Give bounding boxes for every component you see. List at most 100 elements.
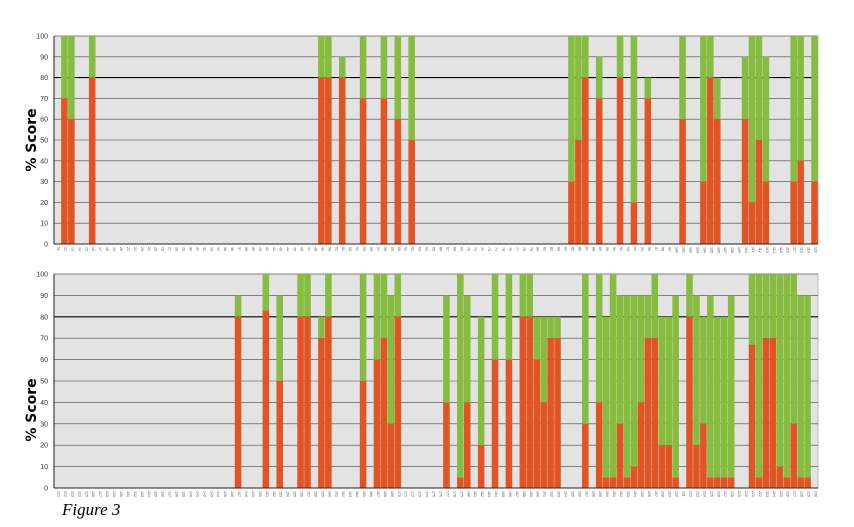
bottom-x-tick-label: 188 bbox=[522, 491, 526, 497]
bottom-bar-remainder bbox=[491, 274, 499, 360]
bottom-bar-remainder bbox=[394, 274, 402, 317]
top-x-tick-label: 49 bbox=[320, 247, 324, 251]
top-x-tick-label: 81 bbox=[543, 247, 547, 251]
bottom-x-tick-label: 154 bbox=[286, 491, 290, 497]
bottom-bar-remainder bbox=[790, 274, 797, 424]
top-y-tick-label: 100 bbox=[36, 34, 48, 41]
bottom-bar-remainder bbox=[804, 295, 811, 478]
top-x-tick-label: 51 bbox=[334, 247, 338, 251]
bottom-x-tick-label: 140 bbox=[188, 491, 192, 497]
bottom-bar-score bbox=[623, 477, 631, 488]
top-bar-remainder bbox=[325, 36, 332, 78]
top-y-tick-label: 70 bbox=[40, 96, 48, 103]
bottom-x-tick-label: 133 bbox=[140, 491, 144, 497]
top-x-tick-label: 33 bbox=[209, 247, 213, 251]
bottom-x-tick-label: 183 bbox=[487, 491, 491, 497]
top-x-tick-label: 53 bbox=[348, 247, 352, 251]
bottom-bar-remainder bbox=[547, 316, 554, 339]
top-x-tick-label: 72 bbox=[480, 247, 484, 251]
top-x-tick-label: 65 bbox=[432, 247, 436, 251]
top-x-tick-label: 114 bbox=[772, 247, 776, 253]
top-x-tick-label: 38 bbox=[244, 247, 248, 251]
top-bar-score bbox=[325, 77, 332, 244]
top-bar-score bbox=[68, 119, 75, 244]
top-x-tick-label: 63 bbox=[418, 247, 422, 251]
bottom-x-tick-label: 206 bbox=[647, 491, 651, 497]
top-x-tick-label: 69 bbox=[459, 247, 463, 251]
bottom-x-tick-label: 160 bbox=[327, 491, 331, 497]
bottom-bar-score bbox=[727, 477, 735, 488]
top-y-tick-label: 90 bbox=[40, 54, 48, 61]
top-x-tick-label: 52 bbox=[341, 247, 345, 251]
bottom-bar-remainder bbox=[477, 316, 485, 446]
top-x-tick-label: 76 bbox=[508, 247, 512, 251]
bottom-x-tick-label: 174 bbox=[425, 491, 429, 497]
bottom-bar-remainder bbox=[651, 274, 659, 339]
bottom-bar-score bbox=[714, 477, 721, 488]
bottom-bar-score bbox=[387, 423, 395, 488]
top-x-tick-label: 97 bbox=[654, 247, 658, 251]
top-bar-remainder bbox=[616, 36, 624, 78]
top-bar-remainder bbox=[318, 36, 325, 78]
top-x-tick-label: 44 bbox=[286, 247, 290, 251]
top-x-tick-label: 18 bbox=[105, 247, 109, 251]
bottom-y-tick-label: 40 bbox=[40, 400, 48, 407]
bottom-x-tick-label: 141 bbox=[195, 491, 199, 497]
top-x-tick-label: 86 bbox=[577, 247, 581, 251]
top-bar-remainder bbox=[811, 36, 818, 182]
top-bar-score bbox=[755, 140, 763, 244]
figure-caption: Figure 3 bbox=[62, 500, 121, 519]
bottom-x-tick-label: 177 bbox=[445, 491, 449, 497]
top-x-tick-label: 48 bbox=[313, 247, 317, 251]
top-x-tick-label: 111 bbox=[751, 247, 755, 252]
bottom-bar-score bbox=[297, 316, 304, 488]
top-bar-remainder bbox=[408, 36, 415, 140]
bottom-x-tick-label: 139 bbox=[181, 491, 185, 497]
bottom-bar-score bbox=[463, 402, 471, 488]
bottom-x-tick-label: 189 bbox=[529, 491, 533, 497]
bottom-x-tick-label: 205 bbox=[640, 491, 644, 497]
bottom-y-tick-label: 90 bbox=[40, 293, 48, 300]
bottom-x-tick-label: 170 bbox=[397, 491, 401, 497]
bottom-bar-score bbox=[477, 445, 485, 488]
bottom-x-tick-label: 134 bbox=[147, 491, 151, 497]
top-bar-score bbox=[797, 160, 804, 244]
bottom-x-tick-label: 158 bbox=[313, 491, 317, 497]
top-bar-score bbox=[568, 181, 575, 244]
bottom-x-tick-label: 211 bbox=[682, 491, 686, 497]
top-bar-score bbox=[790, 181, 797, 244]
bottom-x-tick-label: 220 bbox=[744, 491, 748, 497]
bottom-x-tick-label: 146 bbox=[230, 491, 234, 497]
bottom-bar-remainder bbox=[776, 274, 784, 467]
bottom-bar-remainder bbox=[616, 295, 624, 424]
top-x-tick-label: 95 bbox=[640, 247, 644, 251]
bottom-bar-remainder bbox=[533, 316, 540, 360]
bottom-x-tick-label: 148 bbox=[244, 491, 248, 497]
top-y-tick-label: 50 bbox=[40, 138, 48, 145]
top-bar-score bbox=[644, 98, 652, 245]
bottom-bar-remainder bbox=[526, 274, 534, 317]
bottom-x-tick-label: 164 bbox=[355, 491, 359, 497]
bottom-y-tick-label: 10 bbox=[40, 464, 48, 471]
top-bar-remainder bbox=[575, 36, 582, 140]
bottom-bar-score bbox=[554, 338, 561, 488]
bottom-bar-remainder bbox=[262, 274, 270, 311]
bottom-x-tick-label: 185 bbox=[501, 491, 505, 497]
bottom-x-tick-label: 225 bbox=[779, 491, 783, 497]
top-x-tick-label: 21 bbox=[126, 247, 130, 251]
bottom-x-tick-label: 127 bbox=[98, 491, 102, 497]
bottom-x-tick-label: 218 bbox=[730, 491, 734, 497]
top-x-tick-label: 59 bbox=[390, 247, 394, 251]
top-bar-score bbox=[61, 98, 68, 245]
top-y-tick-label: 20 bbox=[40, 200, 48, 207]
bottom-bar-remainder bbox=[505, 274, 513, 360]
bottom-x-tick-label: 128 bbox=[105, 491, 109, 497]
top-x-tick-label: 57 bbox=[376, 247, 380, 251]
bottom-bar-score bbox=[707, 477, 714, 488]
top-bar-remainder bbox=[595, 56, 603, 99]
bottom-x-tick-label: 176 bbox=[438, 491, 442, 497]
bottom-bar-score bbox=[359, 381, 367, 488]
top-x-tick-label: 104 bbox=[702, 247, 706, 253]
bottom-x-tick-label: 173 bbox=[418, 491, 422, 497]
top-x-tick-label: 25 bbox=[154, 247, 158, 251]
